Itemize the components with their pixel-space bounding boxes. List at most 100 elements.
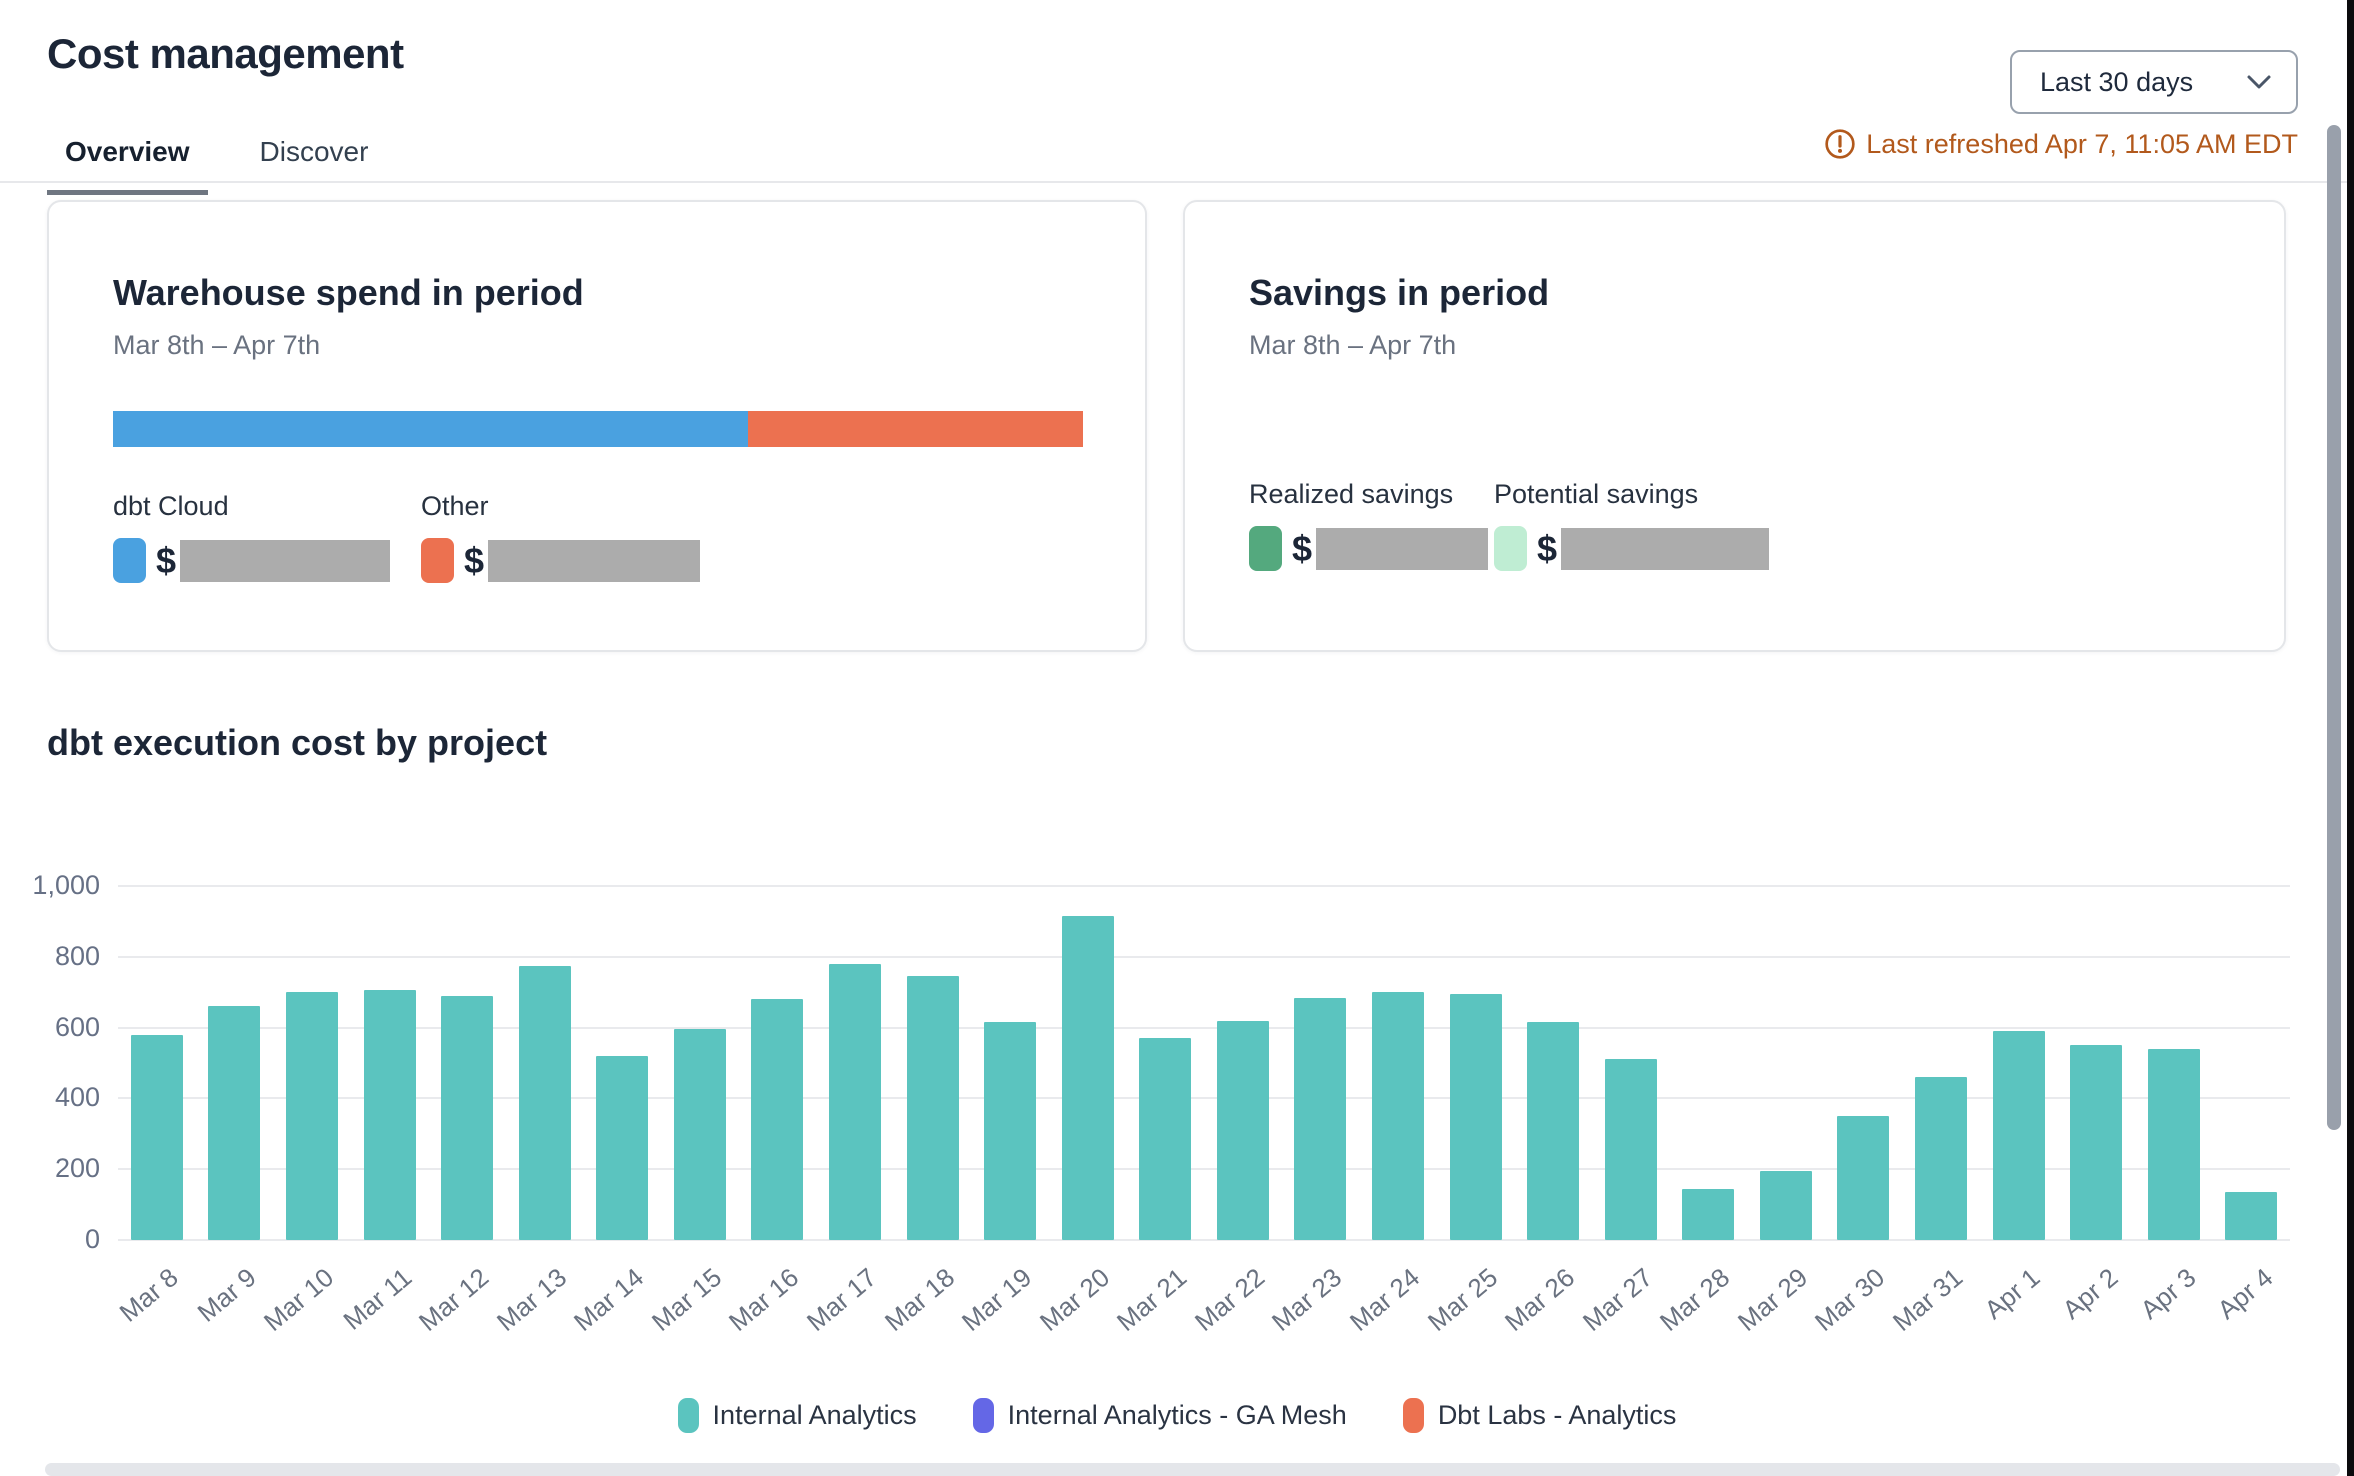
- bar-mar-21[interactable]: [1139, 1038, 1192, 1240]
- dollar-sign: $: [1537, 527, 1558, 569]
- x-axis-tick-label: Mar 25: [1421, 1262, 1503, 1337]
- x-axis-tick-label: Mar 8: [113, 1262, 185, 1328]
- chart-section-title: dbt execution cost by project: [47, 722, 548, 763]
- alert-circle-icon: [1825, 129, 1855, 159]
- warehouse-spend-card: Warehouse spend in period Mar 8th – Apr …: [47, 200, 1147, 652]
- x-axis-tick-label: Mar 14: [568, 1262, 650, 1337]
- realized-savings-swatch: [1249, 526, 1282, 571]
- x-axis-tick-label: Mar 21: [1111, 1262, 1193, 1337]
- x-axis-tick-label: Mar 30: [1809, 1262, 1891, 1337]
- bar-mar-14[interactable]: [596, 1055, 649, 1240]
- vertical-scrollbar-thumb[interactable]: [2327, 125, 2341, 1130]
- bar-mar-15[interactable]: [673, 1029, 726, 1240]
- warehouse-spend-stacked-bar: [113, 411, 1083, 447]
- period-selector-value: Last 30 days: [2040, 66, 2194, 97]
- x-axis-tick-label: Apr 2: [2056, 1262, 2124, 1325]
- bar-mar-28[interactable]: [1682, 1188, 1735, 1240]
- bar-mar-22[interactable]: [1216, 1020, 1269, 1240]
- other-value-row: $: [421, 538, 729, 583]
- execution-cost-chart: 0 200 400 600 800 1,000 Mar 8 Mar 9 Mar 10 Mar 11…: [0, 870, 2354, 1362]
- x-axis-tick-label: Mar 12: [413, 1262, 495, 1337]
- bar-mar-29[interactable]: [1759, 1170, 1812, 1240]
- chart-gridline: [118, 1026, 2290, 1029]
- other-value-redacted: [488, 539, 701, 582]
- bar-mar-25[interactable]: [1449, 993, 1502, 1240]
- other-label: Other: [421, 491, 489, 521]
- x-axis-tick-label: Mar 20: [1033, 1262, 1115, 1337]
- bar-mar-23[interactable]: [1294, 997, 1347, 1240]
- x-axis-tick-label: Mar 15: [645, 1262, 728, 1337]
- dbt-cloud-swatch: [113, 538, 146, 583]
- period-selector[interactable]: Last 30 days: [2010, 50, 2298, 114]
- x-axis-tick-label: Mar 26: [1499, 1262, 1581, 1337]
- legend-swatch: [972, 1398, 994, 1433]
- x-axis-tick-label: Apr 3: [2134, 1262, 2201, 1325]
- bar-mar-19[interactable]: [984, 1022, 1037, 1240]
- bar-mar-13[interactable]: [518, 965, 571, 1240]
- bar-mar-27[interactable]: [1604, 1059, 1657, 1240]
- tab-discover-label: Discover: [259, 136, 369, 167]
- tab-discover[interactable]: Discover: [242, 128, 387, 195]
- chart-gridline: [118, 1097, 2290, 1100]
- dollar-sign: $: [1292, 527, 1313, 569]
- savings-card: Savings in period Mar 8th – Apr 7th Real…: [1183, 200, 2286, 652]
- x-axis-tick-label: Mar 22: [1188, 1262, 1271, 1337]
- page-title: Cost management: [47, 30, 404, 77]
- x-axis-tick-label: Mar 31: [1886, 1262, 1969, 1337]
- bar-mar-16[interactable]: [751, 999, 804, 1240]
- savings-card-title: Savings in period: [1249, 272, 1550, 313]
- bar-mar-17[interactable]: [828, 963, 881, 1240]
- x-axis-tick-label: Apr 4: [2211, 1262, 2279, 1325]
- bar-mar-11[interactable]: [363, 990, 416, 1240]
- stacked-bar-segment-dbt-cloud: [113, 411, 749, 447]
- x-axis-tick-label: Apr 1: [1978, 1262, 2046, 1325]
- warehouse-legend: dbt Cloud $ Other $: [113, 491, 1081, 583]
- other-swatch: [421, 538, 454, 583]
- legend-item-internal-analytics-ga-mesh[interactable]: Internal Analytics - GA Mesh: [972, 1398, 1347, 1433]
- bar-mar-30[interactable]: [1837, 1116, 1890, 1240]
- tab-overview[interactable]: Overview: [47, 128, 208, 195]
- y-axis-tick-label: 800: [54, 940, 100, 971]
- legend-item-dbt-labs-analytics[interactable]: Dbt Labs - Analytics: [1402, 1398, 1676, 1433]
- dbt-cloud-value-row: $: [113, 538, 421, 583]
- chart-gridline: [118, 955, 2290, 958]
- potential-savings-value-redacted: [1561, 527, 1770, 570]
- bar-mar-12[interactable]: [441, 995, 494, 1240]
- horizontal-scrollbar[interactable]: [45, 1463, 2340, 1476]
- bar-apr-2[interactable]: [2070, 1045, 2123, 1240]
- chevron-down-icon: [2247, 75, 2271, 89]
- stacked-bar-segment-other: [748, 411, 1083, 447]
- legend-item-internal-analytics[interactable]: Internal Analytics: [677, 1398, 917, 1433]
- bar-mar-31[interactable]: [1914, 1077, 1967, 1240]
- bar-mar-20[interactable]: [1061, 916, 1114, 1240]
- bar-mar-24[interactable]: [1371, 992, 1424, 1240]
- y-axis-tick-label: 200: [54, 1153, 100, 1184]
- bar-apr-1[interactable]: [1992, 1031, 2045, 1240]
- bar-mar-18[interactable]: [906, 976, 959, 1240]
- legend-swatch: [677, 1398, 699, 1433]
- realized-savings-value-redacted: [1316, 527, 1489, 570]
- dbt-cloud-value-redacted: [180, 539, 391, 582]
- chart-gridline: [118, 885, 2290, 887]
- bar-mar-8[interactable]: [130, 1034, 183, 1240]
- warehouse-card-title: Warehouse spend in period: [113, 272, 584, 313]
- tab-overview-label: Overview: [65, 136, 190, 167]
- summary-cards: Warehouse spend in period Mar 8th – Apr …: [47, 200, 2286, 652]
- potential-savings-value-row: $: [1494, 526, 1770, 571]
- bar-mar-10[interactable]: [285, 992, 338, 1240]
- x-axis-tick-label: Mar 9: [191, 1262, 262, 1328]
- x-axis-tick-label: Mar 24: [1343, 1262, 1426, 1337]
- bar-mar-9[interactable]: [208, 1006, 261, 1240]
- bar-apr-4[interactable]: [2225, 1192, 2278, 1240]
- x-axis-tick-label: Mar 28: [1654, 1262, 1736, 1337]
- x-axis-tick-label: Mar 16: [723, 1262, 805, 1337]
- x-axis-tick-label: Mar 10: [257, 1262, 340, 1337]
- legend-label: Internal Analytics: [712, 1400, 917, 1430]
- y-axis-tick-label: 1,000: [32, 870, 100, 900]
- warehouse-legend-dbt-cloud: dbt Cloud $: [113, 491, 421, 583]
- bar-apr-3[interactable]: [2147, 1048, 2200, 1240]
- x-axis-tick-label: Mar 29: [1731, 1262, 1814, 1337]
- x-axis-tick-label: Mar 27: [1576, 1262, 1658, 1337]
- x-axis-tick-label: Mar 19: [956, 1262, 1038, 1337]
- bar-mar-26[interactable]: [1527, 1022, 1580, 1240]
